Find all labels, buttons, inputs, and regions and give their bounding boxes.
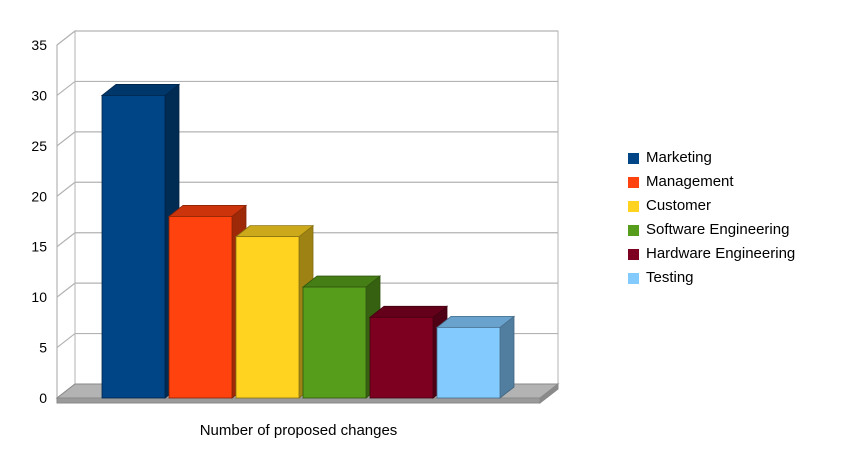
bar-software-engineering bbox=[302, 286, 367, 399]
legend-label: Software Engineering bbox=[646, 221, 790, 238]
bar-management bbox=[168, 216, 233, 399]
legend-item-software-engineering: Software Engineering bbox=[628, 222, 795, 238]
chart-floor-right-edge bbox=[539, 382, 559, 405]
bar-hardware-engineering-top bbox=[368, 305, 449, 318]
gridline-connector-10 bbox=[56, 282, 76, 298]
x-axis-title: Number of proposed changes bbox=[199, 422, 398, 439]
chart-legend: Marketing Management Customer Software Engi… bbox=[628, 150, 795, 286]
gridline-connector-30 bbox=[56, 80, 76, 96]
bar-marketing-top bbox=[100, 84, 181, 96]
y-tick-label-15: 15 bbox=[31, 239, 47, 255]
gridline-connector-35 bbox=[56, 30, 76, 46]
legend-label: Marketing bbox=[646, 149, 712, 166]
gridline-connector-25 bbox=[56, 131, 76, 147]
chart-left-wall bbox=[56, 29, 76, 400]
gridline-connector-15 bbox=[56, 232, 76, 248]
legend-swatch bbox=[628, 224, 639, 236]
legend-item-management: Management bbox=[628, 174, 795, 190]
bar-testing-side bbox=[499, 315, 515, 399]
legend-item-marketing: Marketing bbox=[628, 150, 795, 166]
y-tick-label-25: 25 bbox=[31, 138, 47, 154]
legend-item-testing: Testing bbox=[628, 270, 795, 286]
bar-marketing bbox=[101, 95, 166, 399]
y-tick-label-35: 35 bbox=[31, 37, 47, 53]
y-tick-label-20: 20 bbox=[31, 188, 47, 204]
legend-label: Management bbox=[646, 173, 734, 190]
bar-testing-top bbox=[435, 315, 516, 328]
legend-label: Hardware Engineering bbox=[646, 245, 796, 262]
legend-item-hardware-engineering: Hardware Engineering bbox=[628, 246, 795, 262]
gridline-connector-20 bbox=[56, 181, 76, 197]
bar-management-top bbox=[167, 205, 248, 217]
legend-label: Testing bbox=[646, 269, 694, 286]
bar-software-engineering-top bbox=[301, 275, 382, 288]
y-tick-label-30: 30 bbox=[31, 87, 47, 103]
gridline-connector-5 bbox=[56, 333, 76, 349]
legend-swatch bbox=[628, 176, 639, 188]
bar-testing bbox=[436, 326, 501, 399]
legend-item-customer: Customer bbox=[628, 198, 795, 214]
chart-floor-front-edge bbox=[56, 397, 541, 404]
y-tick-label-10: 10 bbox=[31, 289, 47, 305]
bar-customer bbox=[235, 236, 300, 399]
legend-swatch bbox=[628, 272, 639, 284]
legend-swatch bbox=[628, 200, 639, 212]
y-tick-label-0: 0 bbox=[39, 390, 47, 406]
bar-hardware-engineering bbox=[369, 316, 434, 399]
y-tick-label-5: 5 bbox=[39, 340, 47, 356]
legend-label: Customer bbox=[646, 197, 712, 214]
legend-swatch bbox=[628, 248, 639, 260]
bar-customer-top bbox=[234, 225, 315, 238]
legend-swatch bbox=[628, 152, 639, 164]
